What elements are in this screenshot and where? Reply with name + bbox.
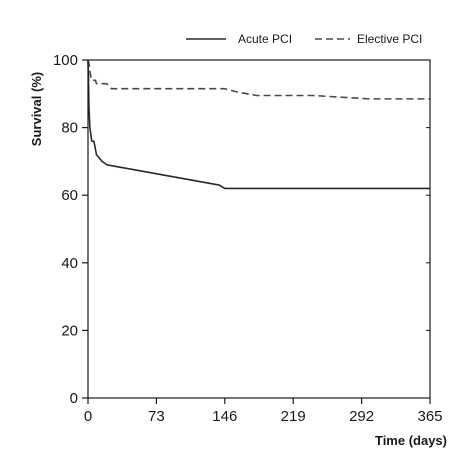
x-tick-label-5: 365 — [417, 408, 442, 425]
legend-label-0: Acute PCI — [238, 32, 292, 46]
series-line-1 — [87, 59, 430, 100]
ticks-layer: 0 73 146 219 292 365 0 20 40 60 80 100 — [53, 52, 443, 425]
series-line-0 — [87, 59, 430, 190]
x-tick-label-0: 0 — [84, 408, 92, 425]
x-tick-label-4: 292 — [349, 408, 374, 425]
y-tick-label-3: 60 — [61, 187, 78, 204]
y-axis-title: Survival (%) — [29, 72, 44, 146]
x-axis-title: Time (days) — [375, 433, 447, 448]
legend-label-1: Elective PCI — [357, 32, 422, 46]
y-tick-label-2: 40 — [61, 255, 78, 272]
plot-area-frame — [87, 59, 431, 399]
x-tick-label-1: 73 — [148, 408, 165, 425]
y-tick-label-5: 100 — [53, 52, 78, 69]
legend: Acute PCI Elective PCI — [186, 32, 422, 46]
y-tick-label-1: 20 — [61, 322, 78, 339]
series-layer — [87, 59, 430, 190]
y-tick-label-0: 0 — [70, 390, 78, 407]
x-tick-label-3: 219 — [281, 408, 306, 425]
x-tick-label-2: 146 — [212, 408, 237, 425]
y-tick-label-4: 80 — [61, 120, 78, 137]
